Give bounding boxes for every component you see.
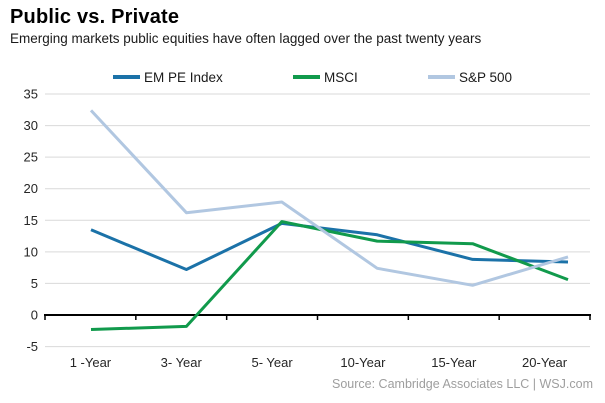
y-tick-label-0: 0	[31, 308, 38, 323]
x-tick-label-3: 5- Year	[251, 355, 293, 370]
y-tick-label-10: 10	[24, 244, 38, 259]
x-tick-label-6: 20-Year	[522, 355, 568, 370]
source-attribution: Source: Cambridge Associates LLC | WSJ.c…	[332, 377, 593, 391]
legend-label: MSCI	[324, 69, 358, 85]
legend-item-em-pe-index: EM PE Index	[113, 68, 223, 86]
legend-item-s-p-500: S&P 500	[428, 68, 512, 86]
gridlines	[45, 93, 590, 348]
legend-line-marker	[428, 75, 455, 79]
x-tick-label-4: 10-Year	[340, 355, 386, 370]
legend-label: EM PE Index	[144, 69, 223, 85]
chart-title: Public vs. Private	[10, 6, 180, 28]
y-tick-label-35: 35	[24, 87, 38, 102]
series-lines	[89, 109, 569, 331]
legend-label: S&P 500	[459, 69, 513, 85]
y-tick-label-25: 25	[24, 150, 38, 165]
legend-line-marker	[113, 75, 140, 79]
y-tick-label-5: 5	[31, 276, 38, 291]
x-tick-label-1: 1 -Year	[70, 355, 112, 370]
legend-item-msci: MSCI	[293, 68, 358, 86]
y-tick-label-20: 20	[24, 181, 38, 196]
y-axis-labels: 35 30 25 20 15 10 5 0 -5	[24, 87, 38, 355]
y-tick-label--5: -5	[26, 339, 38, 354]
chart-legend: EM PE Index MSCI S&P 500	[0, 68, 605, 86]
y-tick-label-15: 15	[24, 213, 38, 228]
x-tick-label-5: 15-Year	[431, 355, 477, 370]
x-tick-label-2: 3- Year	[161, 355, 203, 370]
x-axis	[44, 314, 591, 320]
line-msci	[90, 220, 569, 331]
line-s-p-500	[89, 109, 569, 287]
line-em-pe-index	[90, 221, 569, 271]
chart-subtitle: Emerging markets public equities have of…	[10, 31, 482, 46]
y-tick-label-30: 30	[24, 118, 38, 133]
x-axis-labels: 1 -Year 3- Year 5- Year 10-Year 15-Year 20-Ye…	[70, 355, 568, 370]
legend-line-marker	[293, 75, 320, 79]
